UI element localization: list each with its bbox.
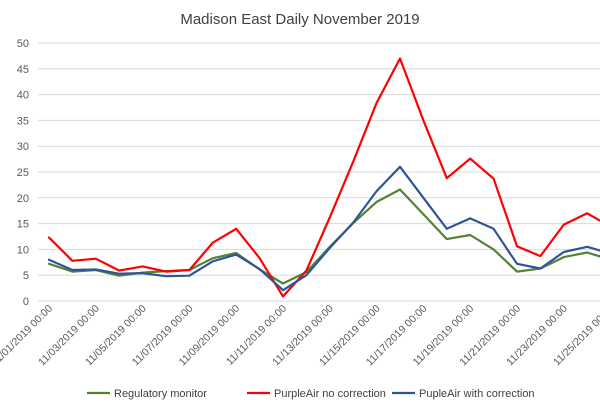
y-tick-label: 10 xyxy=(17,244,29,256)
y-tick-label: 15 xyxy=(17,219,29,231)
series-line-2 xyxy=(47,57,600,298)
legend-label: Regulatory monitor xyxy=(114,388,207,400)
y-axis: 0 5 10 15 20 25 30 35 40 45 50 xyxy=(17,38,29,308)
y-tick-label: 45 xyxy=(17,64,29,76)
series-line-3 xyxy=(47,165,600,292)
y-tick-label: 35 xyxy=(17,115,29,127)
series-line-1 xyxy=(47,188,600,285)
chart-title: Madison East Daily November 2019 xyxy=(180,11,419,28)
y-tick-label: 40 xyxy=(17,90,29,102)
y-tick-label: 50 xyxy=(17,38,29,50)
y-tick-label: 20 xyxy=(17,193,29,205)
y-tick-label: 5 xyxy=(23,270,29,282)
legend-label: PupleAir with correction xyxy=(419,388,535,400)
series-lines xyxy=(47,57,600,298)
y-tick-label: 25 xyxy=(17,167,29,179)
y-tick-label: 0 xyxy=(23,296,29,308)
legend: Regulatory monitor PurpleAir no correctio… xyxy=(87,388,535,400)
gridlines xyxy=(38,42,600,302)
legend-label: PurpleAir no correction xyxy=(274,388,386,400)
y-tick-label: 30 xyxy=(17,141,29,153)
